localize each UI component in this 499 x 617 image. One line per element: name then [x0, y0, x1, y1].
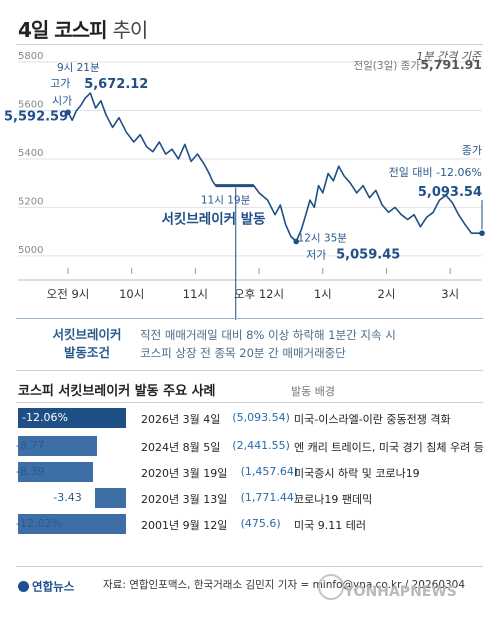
high-label: 고가 [50, 77, 70, 90]
x-tick-label: 11시 [183, 287, 208, 301]
high-value: 5,672.12 [84, 77, 148, 92]
case-close: (1,457.64) [240, 465, 299, 478]
low-label: 저가 [306, 248, 326, 261]
close-value: 5,093.54 [418, 185, 482, 200]
line-layer [67, 92, 482, 243]
case-reason: 코로나19 팬데믹 [294, 493, 373, 506]
section-divider [16, 370, 483, 371]
case-bar [18, 436, 97, 456]
x-tick-label: 1시 [314, 287, 332, 301]
watermark: YONHAPNEWS [344, 584, 457, 600]
case-bar [95, 488, 126, 508]
y-tick-label: 5600 [18, 99, 43, 110]
source-credit: 자료: 연합인포맥스, 한국거래소 김민지 기자 = minfo@yna.co.… [103, 579, 466, 591]
y-axis-ticks: 5800 5600 5400 5200 5000 [18, 51, 43, 256]
case-reason: 엔 캐리 트레이드, 미국 경기 침체 우려 등 [294, 441, 484, 454]
x-tick-label: 오전 9시 [47, 287, 90, 301]
rate-label: 하락률 [90, 413, 119, 425]
x-tick-label: 10시 [119, 287, 144, 301]
page-title: 4일 코스피 추이 [18, 14, 148, 43]
cases-header-divider [16, 402, 483, 403]
x-axis-ticks: 오전 9시 10시 11시 오후 12시 1시 2시 3시 [18, 268, 482, 301]
title-bold: 4일 코스피 [18, 18, 107, 42]
case-date: 2026년 3월 4일 [141, 413, 221, 426]
case-bar [18, 514, 126, 534]
watermark-icon [318, 574, 344, 600]
open-marker [65, 109, 71, 116]
cb-condition-2: 코스피 상장 전 종목 20분 간 매매거래중단 [140, 346, 346, 360]
low-marker [293, 238, 300, 245]
x-tick-label: 2시 [378, 287, 396, 301]
close-label: 종가 [462, 144, 482, 157]
cb-label-line2: 발동조건 [63, 345, 110, 360]
case-pct: -8.39 [16, 465, 45, 478]
case-pct: -3.43 [53, 491, 82, 504]
logo-text: 연합뉴스 [32, 579, 75, 594]
case-date: 2020년 3월 13일 [141, 493, 228, 506]
title-divider [16, 44, 483, 45]
y-tick-label: 5000 [18, 245, 43, 256]
case-bar [18, 408, 126, 428]
case-pct: -12.02% [16, 517, 62, 530]
prev-close-value: 5,791.91 [420, 57, 482, 72]
low-time: 12시 35분 [298, 232, 348, 244]
interval-note: 1분 간격 기준 [416, 50, 481, 63]
chart-bottom-divider [16, 318, 483, 319]
y-tick-label: 5800 [18, 51, 43, 62]
close-change: 전일 대비 -12.06% [389, 165, 482, 179]
cb-label-line1: 서킷브레이커 [52, 327, 122, 342]
case-date: 2001년 9월 12일 [141, 519, 228, 532]
low-value: 5,059.45 [336, 247, 400, 262]
close-marker [479, 230, 485, 237]
yonhap-logo-icon [18, 581, 29, 592]
y-tick-label: 5200 [18, 196, 43, 207]
case-reason: 미국-이스라엘-이란 중동전쟁 격화 [294, 413, 451, 426]
circuit-breaker-conditions: 직전 매매거래일 대비 8% 이상 하락해 1분간 지속 시 코스피 상장 전 … [140, 326, 396, 362]
case-pct: -8.77 [16, 439, 45, 452]
chart-grid [18, 61, 482, 257]
case-date: 2020년 3월 19일 [141, 467, 228, 480]
cases-title: 코스피 서킷브레이커 발동 주요 사례 [18, 384, 216, 399]
case-bar [18, 462, 94, 482]
breaker-label: 서킷브레이커 발동 [162, 211, 266, 228]
kospi-intraday-chart: 5800 5600 5400 5200 5000 오전 9시 10시 11시 오후 12시 1시… [4, 51, 485, 320]
index-line [67, 92, 482, 243]
title-light: 추이 [112, 18, 148, 42]
breaker-time: 11시 19분 [201, 195, 251, 207]
case-close: (2,441.55) [232, 439, 290, 452]
open-value: 5,592.59 [4, 109, 68, 124]
case-close: (5,093.54) [232, 411, 290, 424]
y-tick-label: 5400 [18, 148, 43, 159]
footer-divider [16, 566, 483, 567]
high-time: 9시 21분 [57, 62, 100, 74]
prev-close-label: 전일(3일) 종가 [353, 59, 420, 72]
case-close: (475.6) [240, 517, 281, 530]
open-label: 시가 [52, 94, 72, 107]
case-pct: -12.06% [22, 411, 68, 424]
x-tick-label: 3시 [441, 287, 459, 301]
case-close: (1,771.44) [240, 491, 299, 504]
case-reason: 미국증시 하락 및 코로나19 [294, 467, 420, 480]
cb-condition-1: 직전 매매거래일 대비 8% 이상 하락해 1분간 지속 시 [140, 328, 396, 342]
yonhap-logo: 연합뉴스 [18, 576, 114, 594]
case-reason: 미국 9.11 테러 [294, 519, 366, 532]
case-date: 2024년 8월 5일 [141, 441, 221, 454]
cases-bg-header: 발동 배경 [291, 385, 335, 398]
circuit-breaker-label: 서킷브레이커 발동조건 [44, 326, 130, 362]
x-tick-label: 오후 12시 [234, 287, 284, 301]
